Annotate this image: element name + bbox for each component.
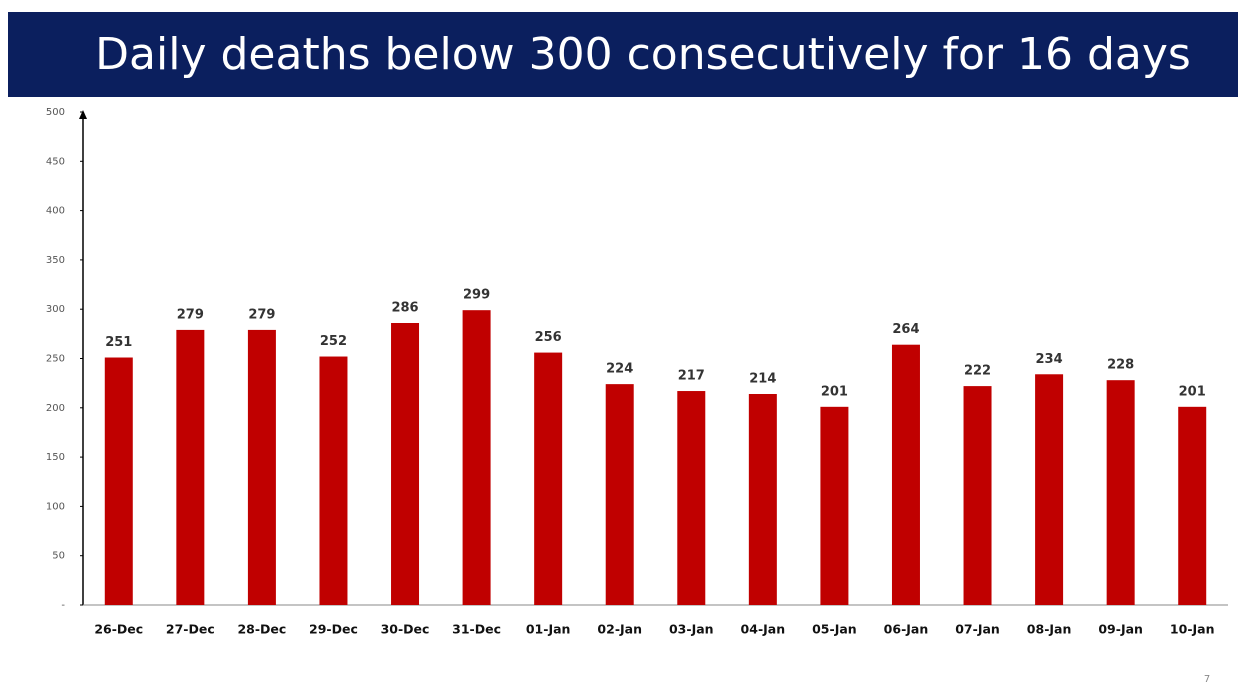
data-label: 264 bbox=[892, 322, 919, 337]
x-tick-label: 30-Dec bbox=[381, 622, 430, 637]
y-tick-label: 400 bbox=[46, 206, 65, 217]
data-label: 228 bbox=[1107, 358, 1134, 373]
chart-title: Daily deaths below 300 consecutively for… bbox=[95, 29, 1191, 80]
bar bbox=[1106, 380, 1135, 605]
x-tick-label: 07-Jan bbox=[955, 622, 1000, 637]
bar bbox=[319, 356, 348, 605]
y-tick-label: 300 bbox=[46, 304, 65, 315]
data-label: 251 bbox=[105, 335, 132, 350]
x-tick-label: 27-Dec bbox=[166, 622, 215, 637]
bar bbox=[820, 406, 849, 605]
bar bbox=[391, 323, 420, 605]
x-tick-label: 28-Dec bbox=[237, 622, 286, 637]
x-tick-label: 06-Jan bbox=[884, 622, 929, 637]
y-tick-label: - bbox=[61, 600, 65, 611]
x-tick-label: 05-Jan bbox=[812, 622, 857, 637]
x-tick-label: 03-Jan bbox=[669, 622, 714, 637]
x-tick-label: 09-Jan bbox=[1098, 622, 1143, 637]
y-tick-label: 450 bbox=[46, 156, 65, 167]
data-label: 279 bbox=[177, 307, 204, 322]
data-label: 224 bbox=[606, 362, 633, 377]
y-tick-label: 350 bbox=[46, 255, 65, 266]
data-label: 201 bbox=[1179, 384, 1206, 399]
x-tick-label: 29-Dec bbox=[309, 622, 358, 637]
bar bbox=[891, 344, 920, 605]
bar bbox=[104, 357, 133, 605]
y-tick-label: 250 bbox=[46, 354, 65, 365]
bar bbox=[748, 393, 777, 605]
data-label: 252 bbox=[320, 334, 347, 349]
y-tick-label: 200 bbox=[46, 403, 65, 414]
x-tick-label: 26-Dec bbox=[94, 622, 143, 637]
bar bbox=[677, 391, 706, 605]
y-tick-label: 100 bbox=[46, 501, 65, 512]
data-label: 217 bbox=[678, 369, 705, 384]
y-axis-arrow bbox=[79, 110, 87, 119]
bar bbox=[534, 352, 563, 605]
page-number: 7 bbox=[1204, 674, 1210, 685]
data-label: 201 bbox=[821, 384, 848, 399]
bar bbox=[1178, 406, 1207, 605]
data-label: 234 bbox=[1036, 352, 1063, 367]
bar bbox=[462, 310, 491, 605]
bar bbox=[963, 386, 992, 605]
bar bbox=[605, 384, 634, 605]
data-label: 214 bbox=[749, 371, 776, 386]
bar bbox=[176, 329, 205, 605]
x-tick-label: 01-Jan bbox=[526, 622, 571, 637]
data-label: 279 bbox=[248, 307, 275, 322]
data-label: 256 bbox=[535, 330, 562, 345]
bar bbox=[247, 329, 276, 605]
x-tick-label: 02-Jan bbox=[597, 622, 642, 637]
x-tick-label: 10-Jan bbox=[1170, 622, 1215, 637]
data-label: 286 bbox=[391, 301, 418, 316]
data-label: 299 bbox=[463, 288, 490, 303]
data-label: 222 bbox=[964, 364, 991, 379]
bar bbox=[1035, 374, 1064, 605]
x-tick-label: 08-Jan bbox=[1027, 622, 1072, 637]
y-tick-label: 150 bbox=[46, 452, 65, 463]
y-tick-label: 50 bbox=[52, 551, 65, 562]
y-tick-label: 500 bbox=[46, 107, 65, 118]
title-banner bbox=[8, 12, 1238, 97]
x-tick-label: 04-Jan bbox=[741, 622, 786, 637]
x-tick-label: 31-Dec bbox=[452, 622, 501, 637]
